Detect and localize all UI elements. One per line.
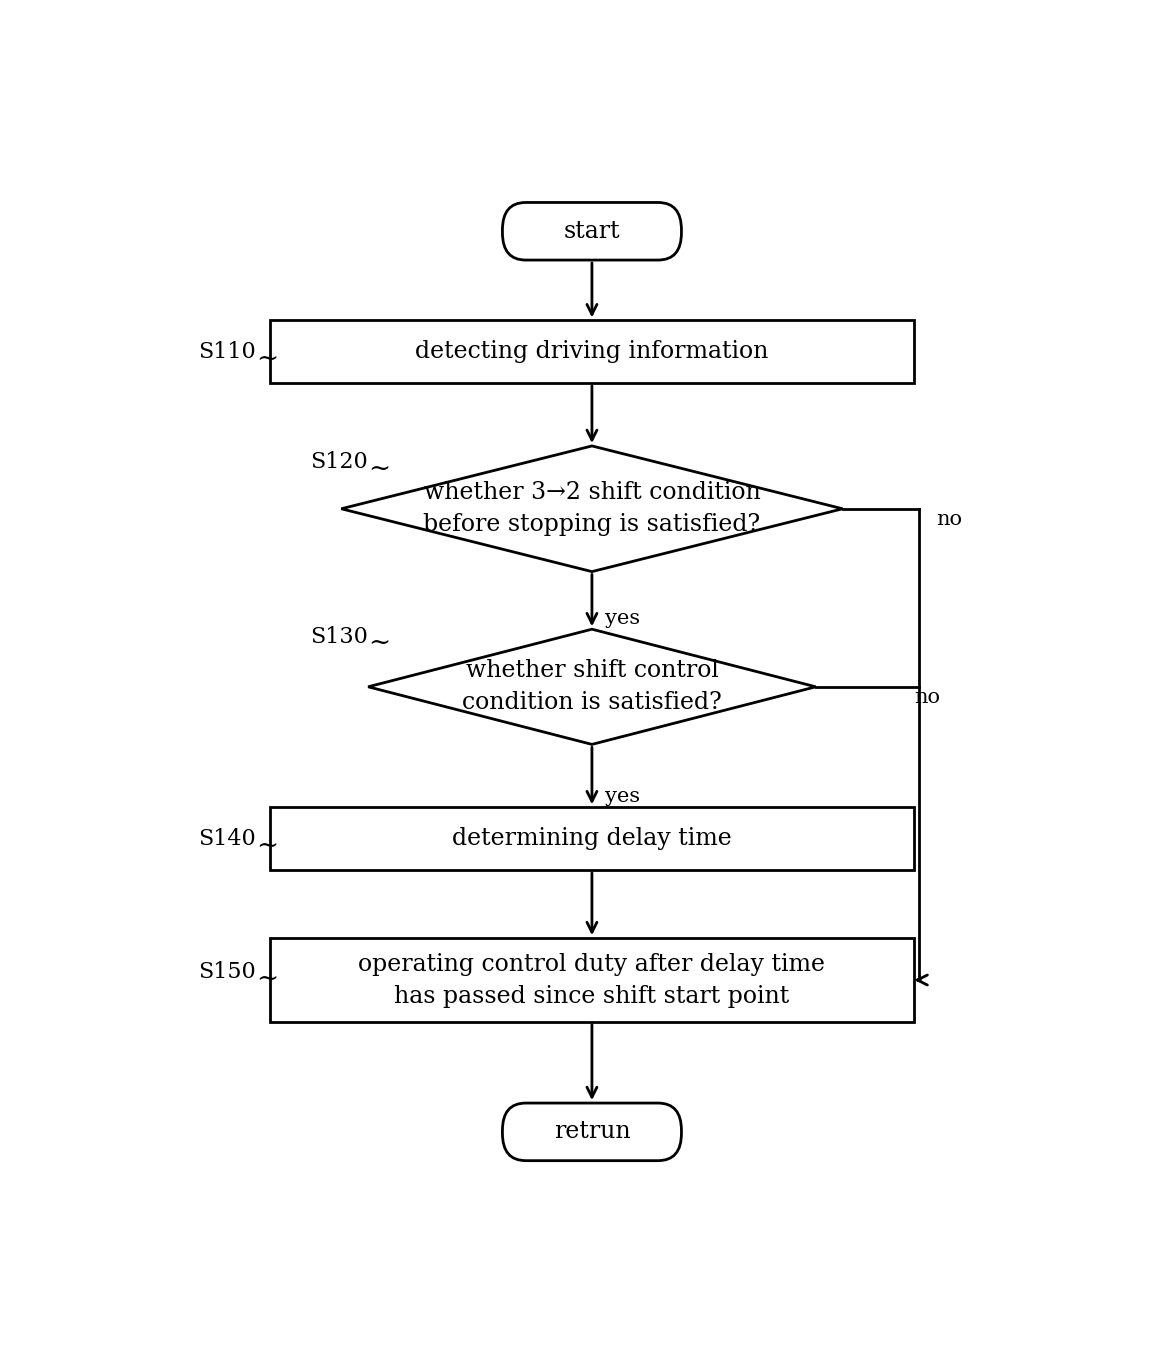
Text: yes: yes [605, 609, 641, 628]
Text: ∼: ∼ [256, 966, 278, 990]
Text: operating control duty after delay time
has passed since shift start point: operating control duty after delay time … [358, 952, 826, 1008]
Text: whether shift control
condition is satisfied?: whether shift control condition is satis… [462, 660, 722, 714]
Polygon shape [342, 446, 843, 571]
Text: ∼: ∼ [368, 630, 390, 656]
Text: no: no [937, 510, 962, 529]
Text: ∼: ∼ [256, 345, 278, 370]
FancyBboxPatch shape [502, 203, 681, 260]
Bar [269, 938, 915, 1021]
Text: determining delay time: determining delay time [452, 827, 732, 850]
Text: S130: S130 [310, 626, 367, 647]
Text: ∼: ∼ [256, 832, 278, 857]
Text: retrun: retrun [553, 1121, 631, 1144]
Text: start: start [564, 220, 620, 243]
Text: detecting driving information: detecting driving information [416, 340, 768, 363]
Polygon shape [368, 630, 815, 744]
Text: whether 3→2 shift condition
before stopping is satisfied?: whether 3→2 shift condition before stopp… [424, 481, 760, 536]
Text: S140: S140 [199, 828, 255, 850]
FancyBboxPatch shape [502, 1103, 681, 1160]
Text: S150: S150 [199, 960, 255, 983]
Text: ∼: ∼ [368, 456, 390, 480]
Bar [269, 321, 915, 384]
Text: S120: S120 [310, 450, 367, 473]
Text: S110: S110 [199, 341, 255, 363]
Bar [269, 808, 915, 870]
Text: no: no [915, 688, 940, 707]
Text: yes: yes [605, 787, 641, 806]
